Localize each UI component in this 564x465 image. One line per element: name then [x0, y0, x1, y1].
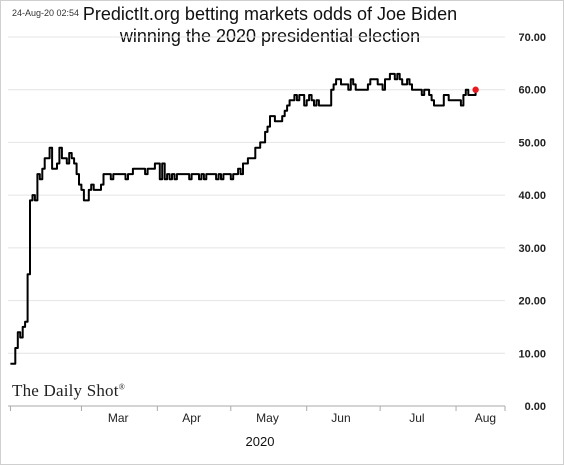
x-tick-label-apr: Apr	[182, 411, 201, 425]
y-tick-label: 20.00	[518, 296, 546, 308]
daily-shot-logo-text: The Daily Shot	[12, 381, 119, 400]
chart-title: PredictIt.org betting markets odds of Jo…	[80, 3, 460, 47]
x-tick-label-mar: Mar	[108, 411, 129, 425]
daily-shot-logo: The Daily Shot®	[12, 381, 125, 401]
x-tick-label-jun: Jun	[331, 411, 350, 425]
timestamp: 24-Aug-20 02:54	[12, 8, 80, 18]
x-tick-label-aug: Aug	[475, 411, 496, 425]
y-tick-label: 10.00	[518, 348, 546, 360]
registered-mark: ®	[118, 382, 125, 392]
x-axis-year-label: 2020	[245, 434, 275, 449]
x-tick-label-jul: Jul	[409, 411, 424, 425]
series-layer	[10, 72, 479, 365]
y-tick-label: 40.00	[518, 190, 546, 202]
y-tick-label: 30.00	[518, 243, 546, 255]
last-point-marker	[472, 86, 479, 93]
grid-lines	[8, 36, 505, 354]
x-axis-tick-labels: Mar Apr May Jun Jul Aug	[108, 411, 496, 425]
y-tick-label: 0.00	[525, 401, 546, 413]
y-axis-tick-labels: 0.00 10.00 20.00 30.00 40.00 50.00 60.00 70.00	[518, 32, 546, 413]
x-axis	[8, 405, 506, 411]
y-tick-label: 70.00	[518, 32, 546, 44]
y-tick-label: 50.00	[518, 137, 546, 149]
chart-title-line-1: PredictIt.org betting markets odds of Jo…	[82, 4, 458, 24]
series-line	[10, 72, 477, 365]
y-tick-label: 60.00	[518, 85, 546, 97]
x-tick-label-may: May	[256, 411, 279, 425]
chart-title-line-2: winning the 2020 presidential election	[119, 26, 421, 46]
